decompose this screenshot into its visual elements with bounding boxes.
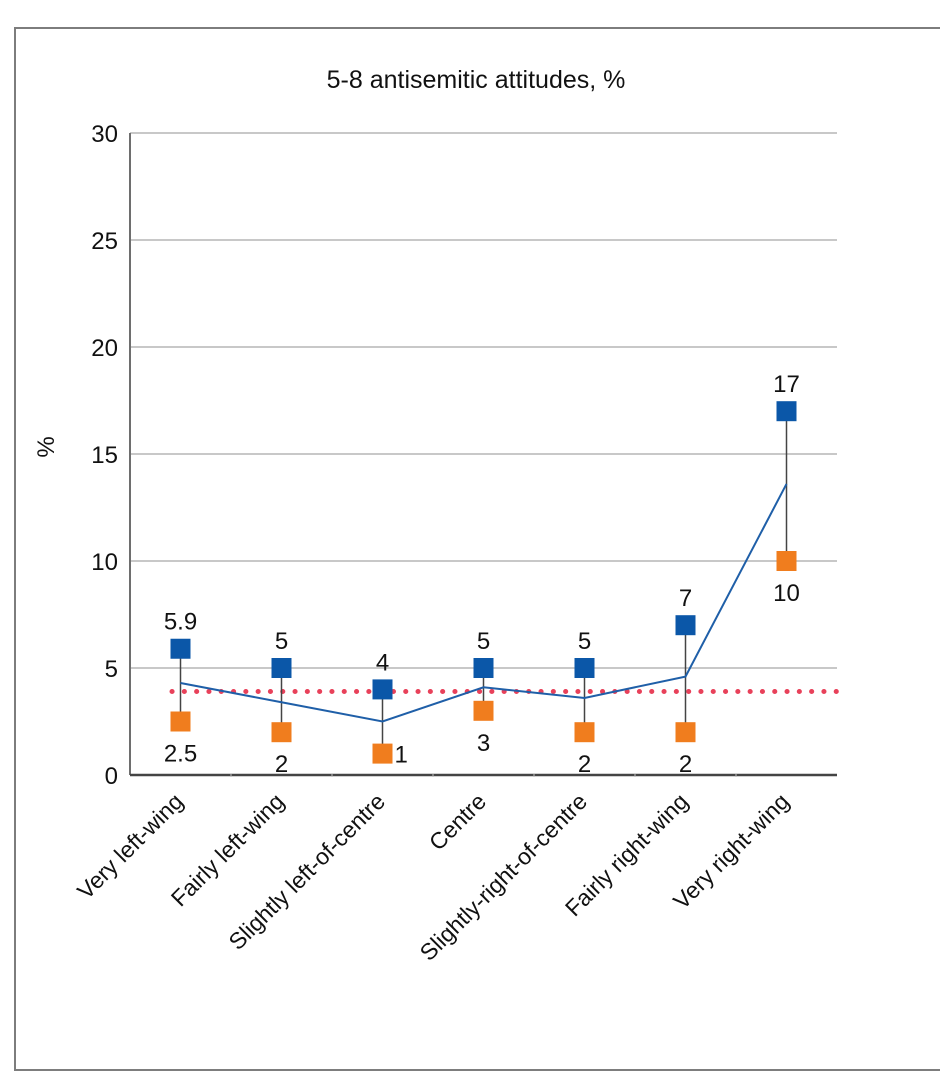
y-tick-label: 20: [91, 335, 118, 362]
low-data-label: 2.5: [164, 741, 197, 768]
high-data-label: 5: [275, 628, 288, 655]
chart-title: 5-8 antisemitic attitudes, %: [327, 66, 626, 94]
high-marker: [574, 658, 595, 678]
high-data-label: 5: [477, 628, 490, 655]
low-data-label: 2: [679, 751, 692, 778]
y-tick-label: 30: [91, 121, 118, 148]
low-data-label: 1: [395, 742, 408, 769]
y-tick-label: 0: [105, 763, 118, 790]
low-marker: [675, 722, 696, 743]
axes: [129, 133, 837, 777]
high-data-label: 7: [679, 585, 692, 612]
high-marker: [170, 638, 191, 659]
low-data-label: 10: [773, 580, 800, 607]
y-tick-label: 10: [91, 549, 118, 576]
low-marker: [473, 700, 494, 721]
y-axis-label: %: [33, 436, 60, 457]
y-tick-label: 25: [91, 228, 118, 255]
x-tick-label: Very left-wing: [72, 788, 188, 904]
y-tick-label: 15: [91, 442, 118, 469]
mid-line-series: [180, 483, 788, 723]
low-marker: [372, 743, 393, 764]
low-data-label: 2: [578, 751, 591, 778]
x-tick-label: Centre: [424, 788, 491, 855]
low-marker: [170, 711, 191, 732]
low-marker: [271, 722, 292, 743]
low-data-label: 2: [275, 751, 288, 778]
high-data-label: 5.9: [164, 609, 197, 636]
high-marker: [675, 615, 696, 636]
gridlines: [130, 132, 837, 669]
y-tick-labels: 0 5 10 15 20 25 30: [91, 121, 118, 790]
data-labels: 5.9 5 4 5 5 7 17 2.5 2 1 3 2 2 10: [164, 371, 800, 778]
chart-frame: [14, 27, 940, 1071]
low-marker: [574, 722, 595, 743]
mid-line: [180, 483, 788, 723]
high-data-label: 5: [578, 628, 591, 655]
high-marker: [473, 658, 494, 678]
y-tick-label: 5: [105, 656, 118, 683]
low-data-label: 3: [477, 730, 490, 757]
markers: [170, 401, 797, 764]
high-marker: [372, 679, 393, 700]
high-data-label: 4: [376, 649, 389, 676]
high-marker: [776, 401, 797, 422]
x-tick-label: Slightly-right-of-centre: [415, 788, 592, 965]
high-data-label: 17: [773, 371, 800, 398]
low-marker: [776, 551, 797, 571]
high-marker: [271, 658, 292, 678]
